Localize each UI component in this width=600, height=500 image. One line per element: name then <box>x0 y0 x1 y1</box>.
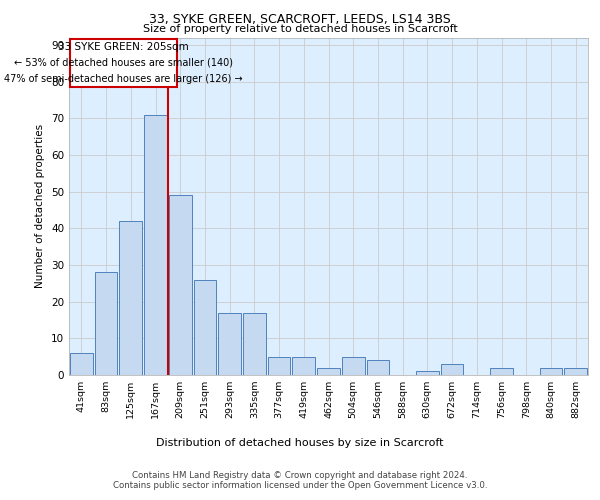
Text: Distribution of detached houses by size in Scarcroft: Distribution of detached houses by size … <box>156 438 444 448</box>
Text: 47% of semi-detached houses are larger (126) →: 47% of semi-detached houses are larger (… <box>4 74 242 84</box>
Bar <box>441 364 463 375</box>
Bar <box>490 368 513 375</box>
Bar <box>292 356 315 375</box>
Bar <box>268 356 290 375</box>
Bar <box>169 195 191 375</box>
Bar <box>564 368 587 375</box>
Bar <box>218 312 241 375</box>
Text: Size of property relative to detached houses in Scarcroft: Size of property relative to detached ho… <box>143 24 457 34</box>
Text: 33 SYKE GREEN: 205sqm: 33 SYKE GREEN: 205sqm <box>58 42 189 52</box>
Text: Contains HM Land Registry data © Crown copyright and database right 2024.: Contains HM Land Registry data © Crown c… <box>132 472 468 480</box>
Bar <box>539 368 562 375</box>
Bar <box>243 312 266 375</box>
Bar <box>144 114 167 375</box>
Text: 33, SYKE GREEN, SCARCROFT, LEEDS, LS14 3BS: 33, SYKE GREEN, SCARCROFT, LEEDS, LS14 3… <box>149 12 451 26</box>
Bar <box>70 353 93 375</box>
Bar <box>119 221 142 375</box>
Text: ← 53% of detached houses are smaller (140): ← 53% of detached houses are smaller (14… <box>14 58 233 68</box>
Bar <box>342 356 365 375</box>
Bar <box>194 280 216 375</box>
Bar <box>367 360 389 375</box>
Text: Contains public sector information licensed under the Open Government Licence v3: Contains public sector information licen… <box>113 482 487 490</box>
Y-axis label: Number of detached properties: Number of detached properties <box>35 124 46 288</box>
Bar <box>416 372 439 375</box>
Bar <box>95 272 118 375</box>
FancyBboxPatch shape <box>70 40 176 87</box>
Bar <box>317 368 340 375</box>
